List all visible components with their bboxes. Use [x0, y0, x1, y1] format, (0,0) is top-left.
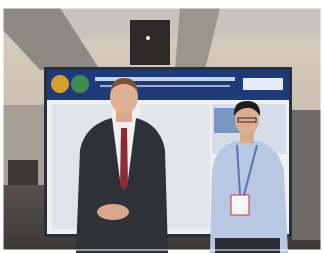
people-background — [8, 160, 38, 185]
poster-logo — [71, 75, 89, 93]
photo — [0, 0, 324, 253]
person-pants — [215, 238, 280, 253]
person-hands — [97, 204, 129, 220]
light — [146, 36, 150, 40]
booth — [292, 110, 321, 240]
page: (() => { const data = JSON.parse(documen… — [0, 0, 324, 253]
poster-logo — [243, 78, 283, 90]
doorway — [130, 20, 170, 65]
poster-logo — [51, 75, 69, 93]
person-tie — [120, 128, 128, 190]
name-badge — [231, 195, 249, 215]
